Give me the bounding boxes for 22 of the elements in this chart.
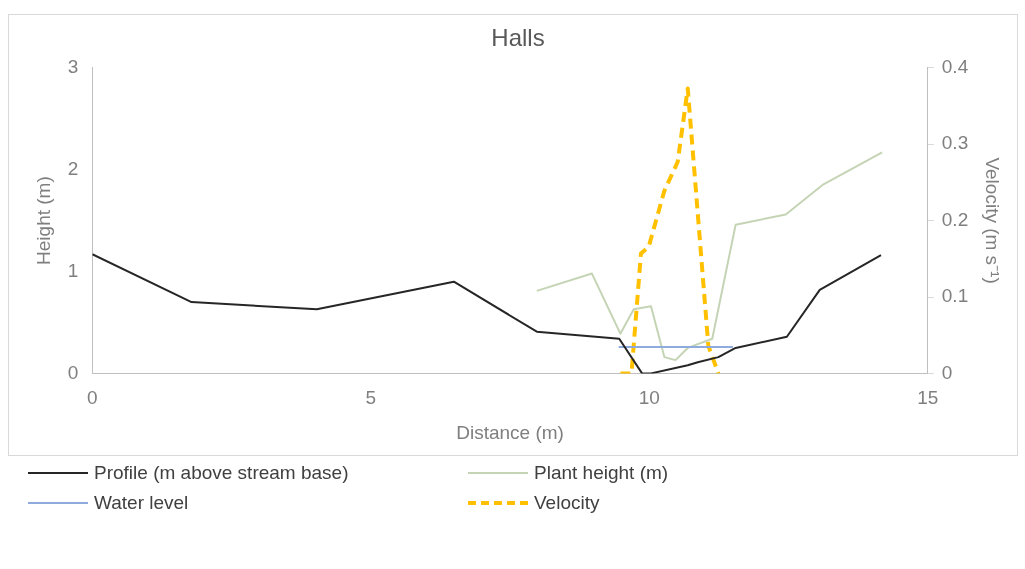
x-tick-label: 0 — [87, 387, 98, 409]
y2-axis-title: Velocity (m s⁻¹) — [982, 157, 1004, 284]
line-series — [618, 86, 721, 374]
legend-label: Velocity — [534, 492, 600, 514]
y2-tick-label: 0 — [941, 361, 953, 383]
y2-tick-label: 0.1 — [941, 285, 969, 307]
x-tick-label: 5 — [365, 387, 377, 409]
x-axis-title: Distance (m) — [456, 421, 564, 443]
y-tick-label: 2 — [67, 157, 79, 179]
legend-label: Profile (m above stream base) — [94, 462, 349, 484]
y2-tick-label: 0.3 — [941, 132, 969, 154]
chart-title: Halls — [491, 24, 545, 52]
y2-tick-label: 0.2 — [941, 208, 969, 230]
y-tick-label: 1 — [67, 259, 79, 281]
x-tick-label: 10 — [638, 387, 660, 409]
legend-label: Water level — [94, 492, 189, 514]
y-tick-label: 3 — [67, 56, 79, 78]
x-tick-label: 15 — [917, 387, 939, 409]
y2-tick-label: 0.4 — [941, 56, 969, 78]
y-tick-label: 0 — [67, 361, 79, 383]
legend-label: Plant height (m) — [534, 462, 669, 484]
y-axis-title: Height (m) — [32, 176, 54, 265]
